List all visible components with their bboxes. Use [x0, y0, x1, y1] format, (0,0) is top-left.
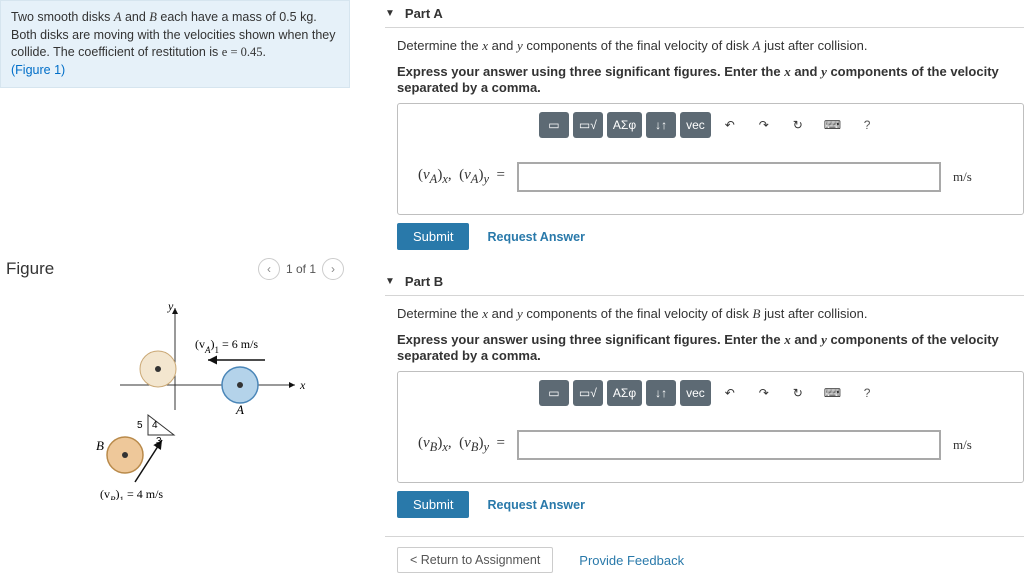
part-b-label: (vB)x, (vB)y =	[418, 435, 505, 455]
tb-undo-icon[interactable]: ↶	[715, 380, 745, 406]
part-a-answer-box: ▭ ▭√ ΑΣφ ↓↑ vec ↶ ↷ ↻ ⌨ ? (vA)x, (vA)y =…	[397, 103, 1024, 215]
tb-help-icon[interactable]: ?	[852, 380, 882, 406]
tb-reset-icon[interactable]: ↻	[783, 112, 813, 138]
tb-help-icon[interactable]: ?	[852, 112, 882, 138]
pager-next-button[interactable]: ›	[322, 258, 344, 280]
tb-vec-button[interactable]: vec	[680, 380, 711, 406]
collapse-icon: ▼	[385, 8, 395, 19]
part-b-submit-button[interactable]: Submit	[397, 491, 469, 518]
txt2: and	[121, 10, 149, 24]
part-b-answer-box: ▭ ▭√ ΑΣφ ↓↑ vec ↶ ↷ ↻ ⌨ ? (vB)x, (vB)y =…	[397, 371, 1024, 483]
tb-redo-icon[interactable]: ↷	[749, 112, 779, 138]
part-a-submit-button[interactable]: Submit	[397, 223, 469, 250]
problem-statement: Two smooth disks A and B each have a mas…	[0, 0, 350, 88]
part-a-unit: m/s	[953, 169, 1003, 185]
tb-greek-icon[interactable]: ΑΣφ	[607, 112, 642, 138]
part-a-toolbar: ▭ ▭√ ΑΣφ ↓↑ vec ↶ ↷ ↻ ⌨ ?	[398, 104, 1023, 144]
tb-redo-icon[interactable]: ↷	[749, 380, 779, 406]
tri-4: 4	[152, 420, 158, 431]
part-a-input[interactable]	[517, 162, 941, 192]
label-b: B	[96, 438, 104, 453]
period: .	[263, 45, 266, 59]
collapse-icon: ▼	[385, 276, 395, 287]
txt3: each have a mass of	[157, 10, 279, 24]
tb-templates-icon[interactable]: ▭√	[573, 380, 603, 406]
part-b-prompt1: Determine the x and y components of the …	[397, 306, 1024, 322]
part-b-prompt2: Express your answer using three signific…	[397, 332, 1024, 363]
va-label: (vA)1 = 6 m/s	[195, 337, 258, 355]
tri-5: 5	[137, 420, 143, 431]
part-a-prompt1: Determine the x and y components of the …	[397, 38, 1024, 54]
figure-diagram: x y A (vA)1 = 6 m/s B (vB)1 = 4 m/s 5 4 …	[0, 280, 350, 503]
return-button[interactable]: < Return to Assignment	[397, 547, 553, 573]
tb-keyboard-icon[interactable]: ⌨	[817, 380, 848, 406]
provide-feedback-link[interactable]: Provide Feedback	[579, 553, 684, 568]
problem-text: Two smooth disks	[11, 10, 114, 24]
tb-square-icon[interactable]: ▭	[539, 112, 569, 138]
mass: 0.5 kg	[279, 10, 313, 24]
disk-b: B	[149, 10, 157, 24]
part-b-toolbar: ▭ ▭√ ΑΣφ ↓↑ vec ↶ ↷ ↻ ⌨ ?	[398, 372, 1023, 412]
part-a-header[interactable]: ▼ Part A	[385, 0, 1024, 28]
part-a-label: (vA)x, (vA)y =	[418, 167, 505, 187]
part-b-request-link[interactable]: Request Answer	[487, 498, 584, 512]
part-b-header[interactable]: ▼ Part B	[385, 268, 1024, 296]
tb-vec-button[interactable]: vec	[680, 112, 711, 138]
tri-3: 3	[156, 436, 162, 447]
pager-label: 1 of 1	[286, 262, 316, 276]
vb-label: (vB)1 = 4 m/s	[100, 487, 163, 500]
figure-title: Figure	[6, 259, 54, 279]
part-a-prompt2: Express your answer using three signific…	[397, 64, 1024, 95]
label-a: A	[235, 402, 244, 417]
y-axis-label: y	[167, 300, 174, 313]
tb-reset-icon[interactable]: ↻	[783, 380, 813, 406]
figure-pager: ‹ 1 of 1 ›	[258, 258, 344, 280]
tb-undo-icon[interactable]: ↶	[715, 112, 745, 138]
part-b-unit: m/s	[953, 437, 1003, 453]
x-axis-label: x	[299, 378, 306, 392]
tb-square-icon[interactable]: ▭	[539, 380, 569, 406]
tb-keyboard-icon[interactable]: ⌨	[817, 112, 848, 138]
coef: e = 0.45	[222, 45, 263, 59]
part-b-input[interactable]	[517, 430, 941, 460]
tb-updown-icon[interactable]: ↓↑	[646, 112, 676, 138]
figure-link[interactable]: (Figure 1)	[11, 63, 65, 77]
part-b-title: Part B	[405, 274, 443, 289]
tb-templates-icon[interactable]: ▭√	[573, 112, 603, 138]
part-a-request-link[interactable]: Request Answer	[487, 230, 584, 244]
part-a-title: Part A	[405, 6, 443, 21]
tb-updown-icon[interactable]: ↓↑	[646, 380, 676, 406]
pager-prev-button[interactable]: ‹	[258, 258, 280, 280]
tb-greek-icon[interactable]: ΑΣφ	[607, 380, 642, 406]
